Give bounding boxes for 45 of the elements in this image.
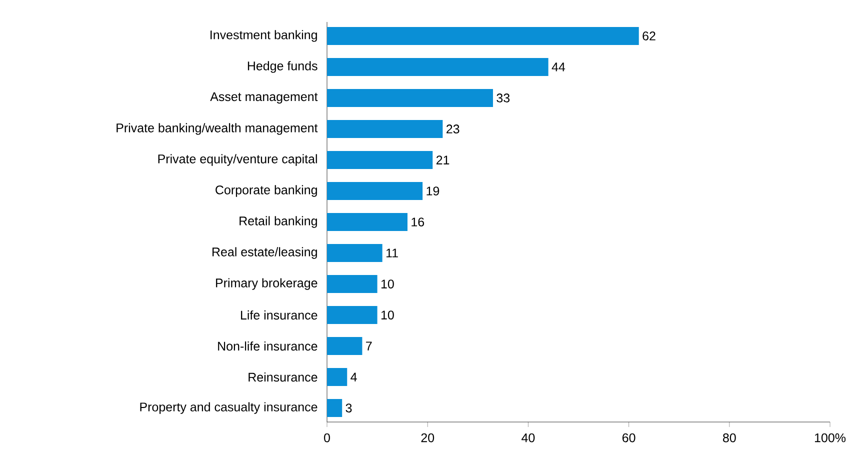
data-label: 10 [381, 280, 394, 288]
y-tick-label: Retail banking [240, 216, 317, 228]
x-tick-label: 40 [522, 433, 535, 442]
x-tick-label: 100% [814, 433, 846, 442]
data-label: 23 [446, 124, 460, 134]
bar [327, 213, 408, 232]
bar [327, 58, 548, 76]
data-label: 19 [426, 186, 440, 196]
y-tick-label: Asset management [210, 92, 318, 104]
bar [327, 182, 423, 200]
bar [327, 275, 378, 294]
y-tick-label: Corporate banking [216, 185, 317, 197]
bar [327, 306, 378, 324]
bar [327, 244, 382, 262]
y-tick-label: Private equity/venture capital [158, 154, 317, 166]
bar [327, 88, 493, 107]
data-label: 21 [436, 156, 450, 164]
bar [327, 26, 639, 45]
data-label: 10 [381, 310, 394, 320]
x-tick-label: 80 [723, 433, 736, 442]
data-label: 7 [366, 342, 372, 350]
x-tick-label: 60 [622, 433, 636, 442]
bar [327, 337, 362, 356]
y-tick-label: Hedge funds [248, 61, 318, 73]
bar [327, 368, 348, 386]
y-tick-label: Private banking/wealth management [116, 123, 318, 135]
x-tick-label: 20 [421, 433, 434, 442]
data-label: 3 [346, 404, 352, 412]
data-label: 4 [350, 372, 357, 382]
data-label: 16 [412, 218, 424, 226]
y-tick-label: Life insurance [241, 310, 318, 320]
y-tick-label: Reinsurance [248, 372, 318, 382]
y-tick-label: Property and casualty insurance [140, 402, 318, 414]
data-label: 62 [642, 32, 656, 40]
bar [327, 150, 433, 169]
data-label: 44 [552, 62, 566, 72]
y-tick-label: Primary brokerage [216, 278, 318, 290]
y-tick-label: Real estate/leasing [212, 247, 317, 259]
bar [327, 399, 342, 418]
data-label: 33 [496, 94, 510, 102]
y-tick-label: Non-life insurance [218, 341, 318, 351]
x-tick-label: 0 [324, 433, 330, 442]
bar [327, 120, 443, 138]
y-tick-label: Investment banking [210, 30, 317, 42]
data-label: 11 [386, 248, 398, 258]
